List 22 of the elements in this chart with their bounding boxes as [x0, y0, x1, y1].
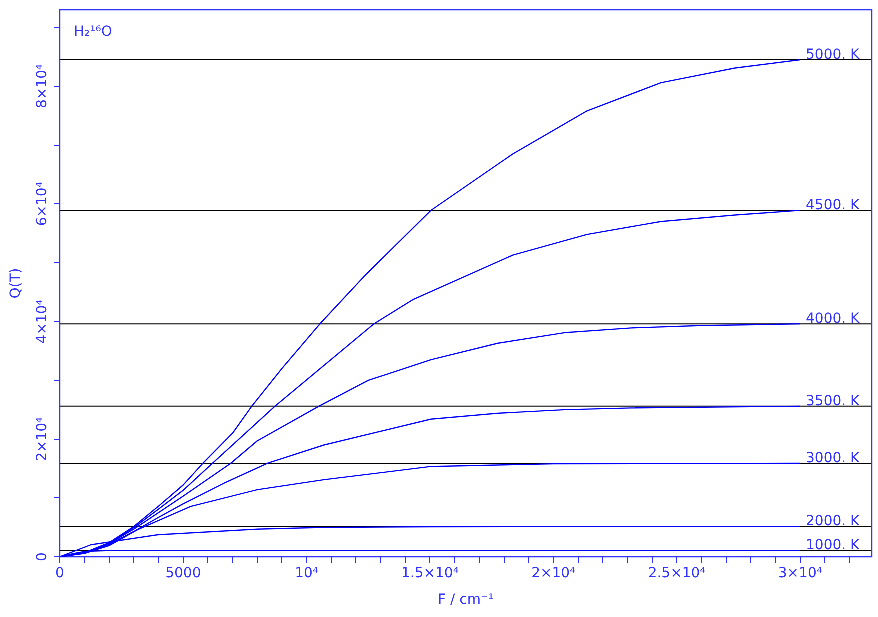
x-tick-label: 3×10⁴: [778, 566, 823, 582]
x-tick-label: 10⁴: [295, 566, 319, 582]
ref-line-label: 2000. K: [806, 514, 861, 530]
y-tick-label: 0: [34, 552, 51, 562]
ref-line-label: 3000. K: [806, 450, 861, 466]
x-tick-label: 2×10⁴: [532, 566, 576, 582]
ref-line-label: 1000. K: [806, 538, 861, 554]
ref-line-label: 4500. K: [806, 198, 861, 214]
y-tick-label: 6×10⁴: [34, 182, 51, 226]
ref-line-label: 5000. K: [806, 46, 861, 63]
x-tick-label: 1.5×10⁴: [402, 566, 460, 582]
annotation: H₂¹⁶O: [74, 24, 112, 40]
x-tick-label: 5000: [166, 566, 202, 582]
x-axis-title: F / cm⁻¹: [438, 592, 494, 608]
y-axis-title: Q(T): [8, 268, 24, 299]
ref-line-label: 3500. K: [806, 393, 861, 410]
x-tick-label: 0: [56, 566, 64, 582]
x-tick-label: 2.5×10⁴: [648, 566, 706, 582]
ref-line-label: 4000. K: [806, 311, 861, 328]
y-tick-label: 8×10⁴: [34, 64, 51, 108]
y-tick-label: 2×10⁴: [34, 416, 51, 462]
y-tick-label: 4×10⁴: [34, 299, 51, 344]
